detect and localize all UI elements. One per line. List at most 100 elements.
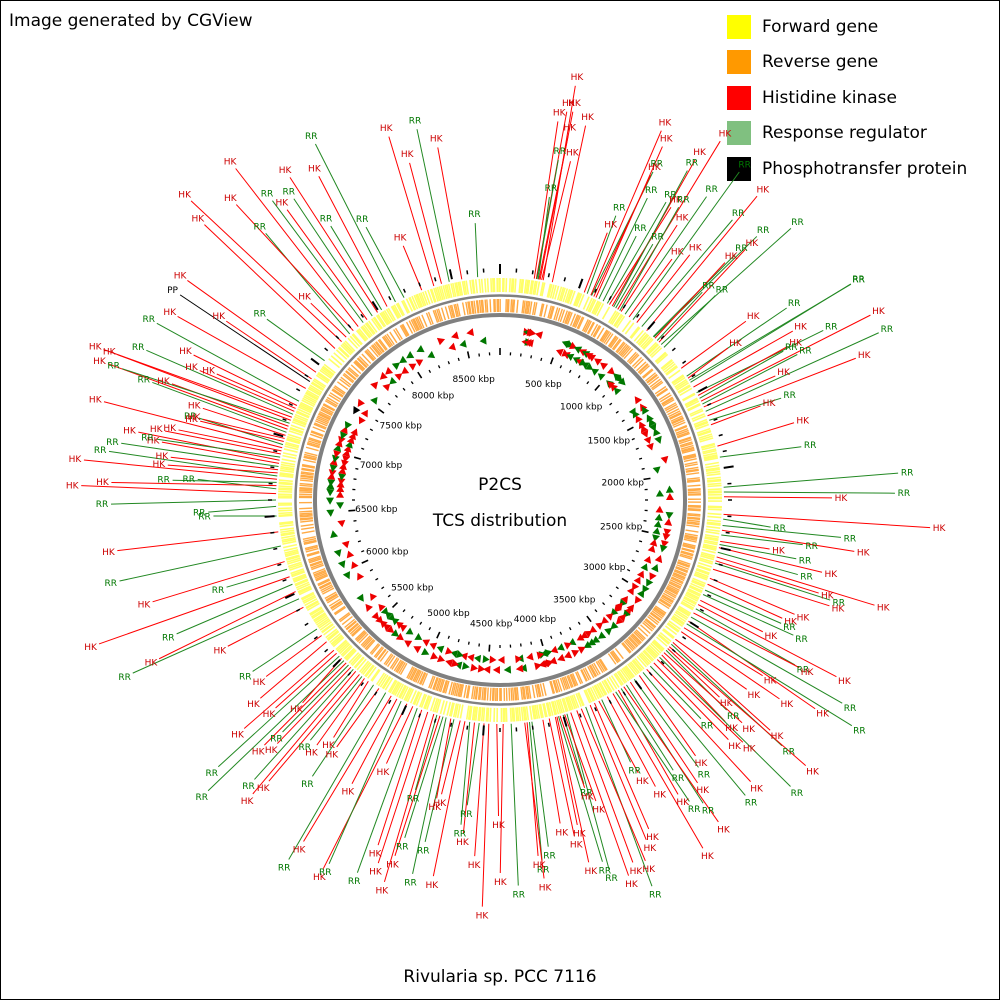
forward-gene-mark (420, 292, 427, 306)
forward-gene-mark (591, 300, 599, 314)
feature-line (589, 704, 647, 841)
forward-gene-mark (696, 565, 711, 572)
feature-marker (340, 431, 348, 440)
forward-gene-mark (375, 315, 386, 328)
feature-label-rr: RR (270, 735, 283, 745)
reverse-gene-mark (379, 650, 389, 662)
feature-line (303, 695, 392, 842)
feature-line (336, 688, 380, 748)
forward-gene-mark (599, 682, 608, 696)
feature-label-rr: RR (688, 805, 701, 815)
feature-label-rr: RR (881, 325, 894, 335)
ruler-tick (568, 369, 572, 374)
feature-line (619, 206, 680, 311)
reverse-gene-mark (353, 361, 364, 372)
feature-label-hk: HK (835, 494, 849, 504)
feature-label-hk: HK (89, 342, 103, 352)
reverse-gene-mark (506, 299, 509, 313)
feature-line (620, 688, 674, 771)
feature-label-hk: HK (789, 338, 803, 348)
forward-gene-mark (293, 576, 308, 583)
forward-gene-mark (707, 490, 722, 493)
feature-label-hk: HK (89, 396, 103, 406)
reverse-gene-mark (521, 300, 525, 314)
reverse-gene-mark (299, 516, 313, 520)
forward-gene-mark (309, 384, 323, 394)
feature-line (412, 717, 447, 875)
feature-line (700, 599, 764, 633)
reverse-gene-mark (301, 465, 315, 469)
feature-marker (336, 490, 345, 498)
reverse-gene-mark (315, 573, 328, 581)
outer-tick (622, 691, 627, 696)
ruler-tick (381, 586, 385, 590)
feature-label-hk: HK (322, 741, 336, 751)
feature-line (282, 664, 349, 733)
feature-label-hk: HK (156, 452, 170, 462)
feature-label-rr: RR (107, 362, 120, 372)
feature-marker (666, 492, 674, 500)
outer-tick (482, 725, 485, 736)
forward-gene-mark (454, 703, 460, 718)
reverse-gene-mark (348, 366, 360, 377)
reverse-gene-mark (373, 342, 383, 354)
reverse-gene-mark (299, 487, 313, 490)
feature-line (712, 568, 830, 607)
feature-marker (638, 421, 647, 430)
forward-gene-mark (280, 531, 295, 536)
feature-marker (572, 357, 581, 365)
reverse-gene-mark (355, 359, 366, 370)
forward-gene-mark (618, 670, 628, 683)
feature-label-hk: HK (468, 861, 482, 871)
feature-marker (327, 472, 336, 480)
feature-label-hk: HK (123, 426, 137, 436)
forward-gene-mark (279, 524, 294, 528)
feature-line (697, 346, 788, 396)
outer-tick (660, 660, 665, 665)
forward-gene-mark (284, 445, 299, 451)
reverse-gene-mark (684, 534, 698, 539)
forward-gene-mark (310, 382, 324, 392)
feature-line (190, 200, 342, 342)
center-title: P2CS (478, 475, 522, 495)
feature-label-hk: HK (794, 323, 808, 333)
reverse-gene-mark (444, 306, 450, 320)
forward-gene-mark (337, 347, 350, 358)
ruler-tick (559, 631, 563, 635)
forward-gene-mark (311, 610, 325, 620)
feature-marker (390, 629, 400, 637)
forward-gene-mark (604, 679, 613, 693)
feature-marker (351, 561, 359, 570)
forward-gene-mark (693, 418, 708, 426)
feature-line (286, 209, 368, 321)
forward-gene-mark (347, 337, 359, 349)
reverse-gene-mark (333, 605, 346, 615)
feature-label-hk: HK (784, 618, 798, 628)
forward-gene-mark (351, 654, 363, 667)
reverse-gene-mark (631, 356, 643, 368)
reverse-gene-mark (574, 315, 582, 329)
ruler-tick-label: 5000 kbp (427, 609, 470, 619)
forward-gene-mark (288, 430, 303, 437)
feature-marker (614, 387, 622, 396)
reverse-gene-mark (639, 365, 650, 375)
feature-line (601, 699, 632, 763)
forward-gene-mark (662, 361, 675, 372)
backbone-inner (313, 313, 687, 687)
feature-label-hk: HK (725, 252, 739, 262)
ruler-tick (638, 540, 643, 543)
feature-marker (489, 655, 497, 664)
reverse-gene-mark (542, 682, 547, 696)
forward-gene-mark (411, 295, 419, 310)
outer-tick (671, 648, 676, 653)
forward-gene-mark (603, 679, 612, 693)
feature-line (721, 529, 855, 552)
feature-line (328, 700, 402, 865)
feature-label-rr: RR (783, 391, 796, 401)
forward-gene-mark (448, 702, 454, 717)
reverse-gene-mark (656, 388, 669, 398)
forward-gene-mark (485, 707, 488, 722)
feature-marker (634, 396, 643, 405)
reverse-gene-mark (642, 369, 654, 379)
